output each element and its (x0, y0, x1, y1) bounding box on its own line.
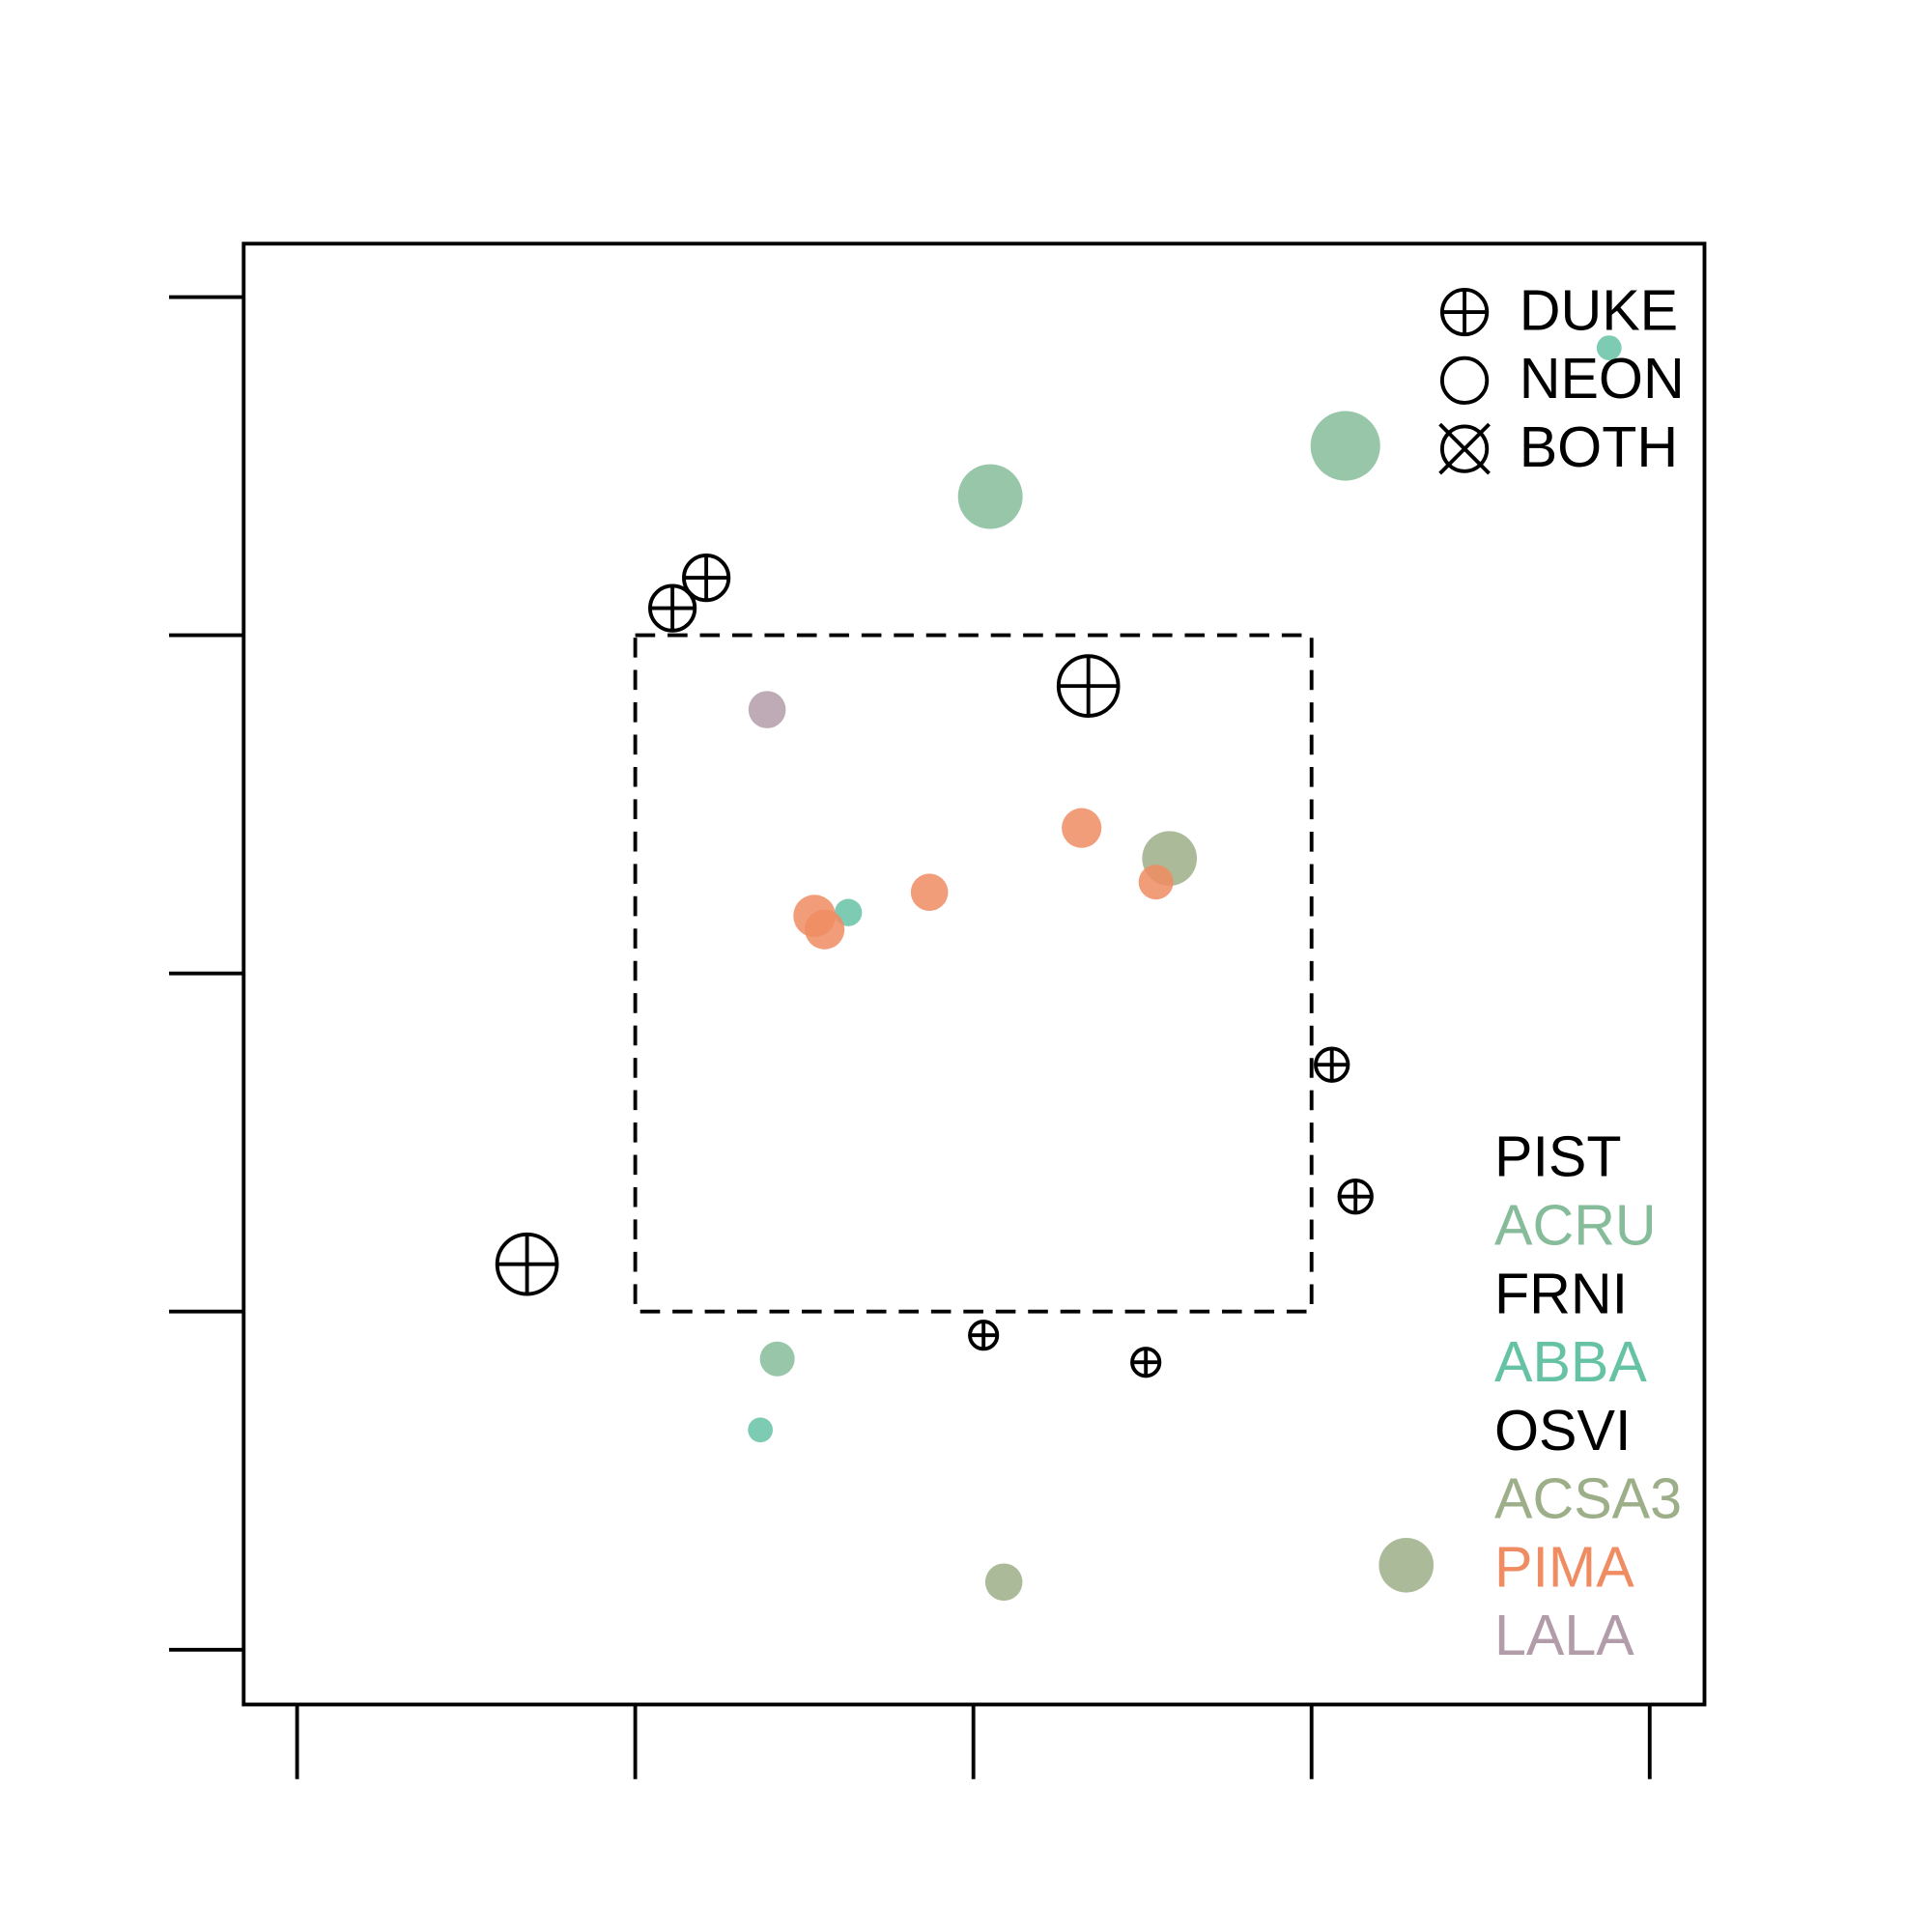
point (805, 909, 845, 950)
dot (1310, 411, 1380, 481)
point (495, 1232, 559, 1296)
point (759, 1341, 795, 1377)
point (968, 1320, 1000, 1351)
legend-label: ACSA3 (1494, 1466, 1682, 1531)
point (957, 464, 1023, 529)
legend-label: BOTH (1520, 414, 1678, 479)
point (1056, 654, 1121, 718)
point (1337, 1179, 1374, 1215)
legend-label: DUKE (1520, 277, 1678, 342)
point (1596, 335, 1622, 360)
legend-symbol (1439, 355, 1490, 405)
dot (805, 909, 845, 950)
dot (748, 1417, 774, 1443)
point (1378, 1537, 1435, 1593)
dot (1062, 808, 1102, 848)
cross (1438, 422, 1491, 475)
point (1310, 411, 1380, 481)
legend-label: NEON (1520, 346, 1685, 411)
dot (748, 691, 786, 728)
legend-label: ACRU (1494, 1192, 1657, 1257)
point (1062, 808, 1102, 848)
point (748, 691, 786, 728)
dot (1378, 1537, 1435, 1593)
point (910, 873, 949, 911)
point (682, 554, 731, 603)
legend-symbol (1438, 422, 1491, 475)
point (748, 1417, 774, 1443)
legend-label: LALA (1494, 1603, 1634, 1667)
ring (1439, 424, 1490, 473)
legend-symbol (1439, 287, 1490, 337)
legend-label: OSVI (1494, 1398, 1631, 1463)
point (1314, 1046, 1350, 1083)
point (1138, 865, 1174, 900)
point (1130, 1347, 1162, 1378)
dot (984, 1563, 1023, 1602)
point (984, 1563, 1023, 1602)
dot (910, 873, 949, 911)
plot-frame (242, 242, 1707, 1707)
legend-label: PIST (1494, 1124, 1622, 1189)
legend-label: FRNI (1494, 1261, 1628, 1325)
legend-label: PIMA (1494, 1534, 1634, 1599)
highlight-box (633, 633, 1314, 1314)
point (648, 583, 697, 633)
dot (1138, 865, 1174, 900)
legend-label: ABBA (1494, 1329, 1647, 1394)
ring (1439, 355, 1490, 405)
dot (759, 1341, 795, 1377)
dot (957, 464, 1023, 529)
dot (1596, 335, 1622, 360)
